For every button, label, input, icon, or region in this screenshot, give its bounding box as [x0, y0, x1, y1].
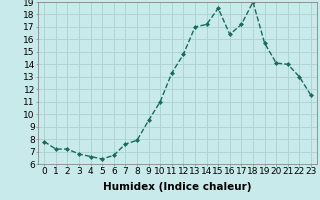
X-axis label: Humidex (Indice chaleur): Humidex (Indice chaleur): [103, 182, 252, 192]
